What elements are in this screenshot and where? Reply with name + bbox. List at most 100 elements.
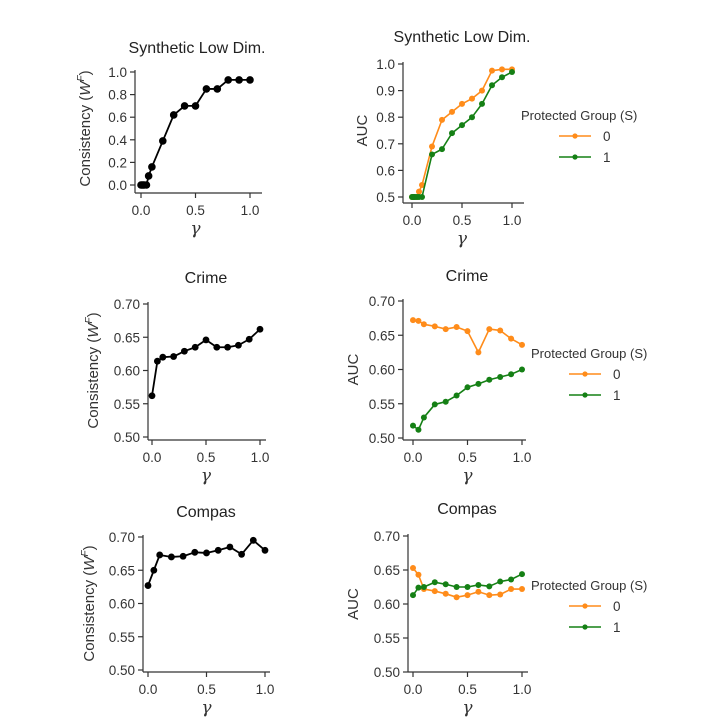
chart-title: Synthetic Low Dim.: [129, 40, 266, 57]
series-line-0: [412, 319, 523, 354]
series-line-consistency: [147, 539, 266, 586]
data-point-consistency: [224, 76, 232, 84]
data-point-consistency: [144, 582, 152, 589]
series-line-consistency: [141, 79, 250, 186]
chart-title: Compas: [437, 501, 497, 518]
legend-title: Protected Group (S): [531, 346, 647, 361]
data-point-consistency: [191, 548, 199, 556]
legend-label-1: 1: [613, 620, 621, 635]
data-point-consistency: [154, 357, 161, 365]
y-tick-label: 0.7: [376, 137, 395, 152]
data-point-consistency: [168, 553, 175, 561]
chart-panel-2: Synthetic Low Dim. 0.5 0.6 0.7 0.8 0.9 1.0 0.0 0…: [354, 29, 637, 249]
data-point-0: [410, 564, 416, 571]
data-point-consistency: [148, 163, 156, 171]
legend-title: Protected Group (S): [531, 578, 647, 593]
data-point-1: [459, 122, 465, 129]
data-point-1: [415, 426, 422, 433]
chart-panel-5: Compas 0.50 0.55 0.60 0.65 0.70 0.0 0.5 1.0 γ Cons…: [80, 504, 274, 718]
y-axis-label: Consistency (WF): [76, 70, 94, 186]
data-point-consistency: [144, 172, 153, 180]
data-point-0: [442, 590, 449, 597]
data-point-consistency: [202, 85, 211, 93]
legend-label-0: 0: [613, 367, 621, 382]
legend: Protected Group (S) 0 1: [531, 578, 647, 635]
x-tick-label: 0.5: [197, 450, 216, 465]
y-tick-label: 1.0: [108, 65, 127, 80]
legend-marker-0: [582, 371, 588, 377]
y-tick-label: 0.6: [108, 110, 127, 125]
data-point-consistency: [235, 341, 242, 349]
data-point-1: [420, 414, 427, 421]
x-tick-label: 0.5: [453, 213, 472, 228]
data-point-consistency: [238, 550, 246, 558]
chart-panel-1: Synthetic Low Dim. 0.0 0.2 0.4 0.6 0.8 1.0 0.0 0…: [76, 40, 265, 239]
data-point-1: [486, 376, 493, 383]
data-point-0: [479, 87, 485, 94]
x-tick-label: 0.0: [404, 682, 423, 697]
data-point-0: [419, 182, 425, 189]
y-tick-label: 0.70: [369, 294, 395, 309]
chart-title: Compas: [176, 504, 236, 521]
legend: Protected Group (S) 0 1: [521, 108, 637, 165]
chart-title: Synthetic Low Dim.: [394, 29, 531, 46]
data-point-1: [442, 581, 449, 588]
y-tick-label: 0.65: [114, 330, 140, 345]
data-point-consistency: [150, 566, 158, 574]
x-tick-label: 1.0: [241, 203, 260, 218]
data-point-0: [519, 341, 525, 348]
y-tick-label: 0.8: [108, 88, 127, 103]
data-point-consistency: [224, 343, 232, 351]
data-point-consistency: [235, 76, 243, 84]
data-point-1: [497, 374, 504, 381]
x-axis-label: γ: [201, 466, 212, 486]
data-point-1: [489, 82, 495, 89]
y-axis-label: AUC: [345, 353, 362, 385]
legend-label-1: 1: [603, 150, 611, 165]
y-axis-label: AUC: [354, 114, 371, 146]
data-point-0: [439, 116, 445, 123]
data-point-consistency: [202, 336, 210, 344]
data-point-0: [519, 586, 525, 593]
series-line-1: [412, 71, 513, 198]
x-axis-label: γ: [190, 219, 201, 239]
x-tick-label: 0.5: [186, 203, 205, 218]
y-axis-label: Consistency (WF): [80, 545, 98, 661]
x-axis-label: γ: [457, 229, 468, 249]
x-tick-label: 1.0: [251, 450, 270, 465]
y-tick-label: 0.50: [374, 665, 400, 680]
data-point-consistency: [169, 111, 178, 119]
data-point-1: [453, 584, 460, 590]
legend-marker-1: [582, 392, 588, 398]
data-point-1: [464, 384, 471, 391]
x-tick-label: 1.0: [256, 682, 275, 697]
y-tick-label: 0.65: [109, 563, 135, 578]
data-point-0: [429, 143, 435, 150]
data-point-consistency: [181, 347, 188, 355]
data-point-consistency: [256, 325, 264, 333]
legend-marker-1: [582, 624, 588, 630]
data-point-consistency: [180, 102, 189, 110]
chart-panel-4: Crime 0.50 0.55 0.60 0.65 0.70 0.0 0.5 1.0 γ AUC Pr…: [345, 268, 647, 486]
y-tick-label: 0.55: [374, 631, 400, 646]
data-point-1: [508, 576, 515, 583]
legend-marker-0: [582, 603, 588, 609]
data-point-0: [486, 326, 493, 333]
data-point-1: [508, 371, 515, 378]
y-tick-label: 0.55: [369, 397, 395, 412]
y-tick-label: 0.60: [369, 363, 395, 378]
data-point-1: [464, 584, 471, 590]
data-point-consistency: [214, 546, 222, 554]
y-tick-label: 1.0: [376, 57, 395, 72]
legend-marker-0: [572, 133, 578, 139]
data-point-0: [459, 100, 465, 107]
y-tick-label: 0.4: [108, 133, 127, 148]
x-tick-label: 0.0: [139, 682, 158, 697]
data-point-consistency: [213, 343, 221, 351]
data-point-0: [486, 592, 493, 599]
data-point-0: [431, 588, 438, 595]
x-tick-label: 1.0: [513, 450, 532, 465]
data-point-0: [475, 588, 482, 595]
x-tick-label: 0.5: [458, 450, 477, 465]
x-tick-label: 0.5: [197, 682, 216, 697]
